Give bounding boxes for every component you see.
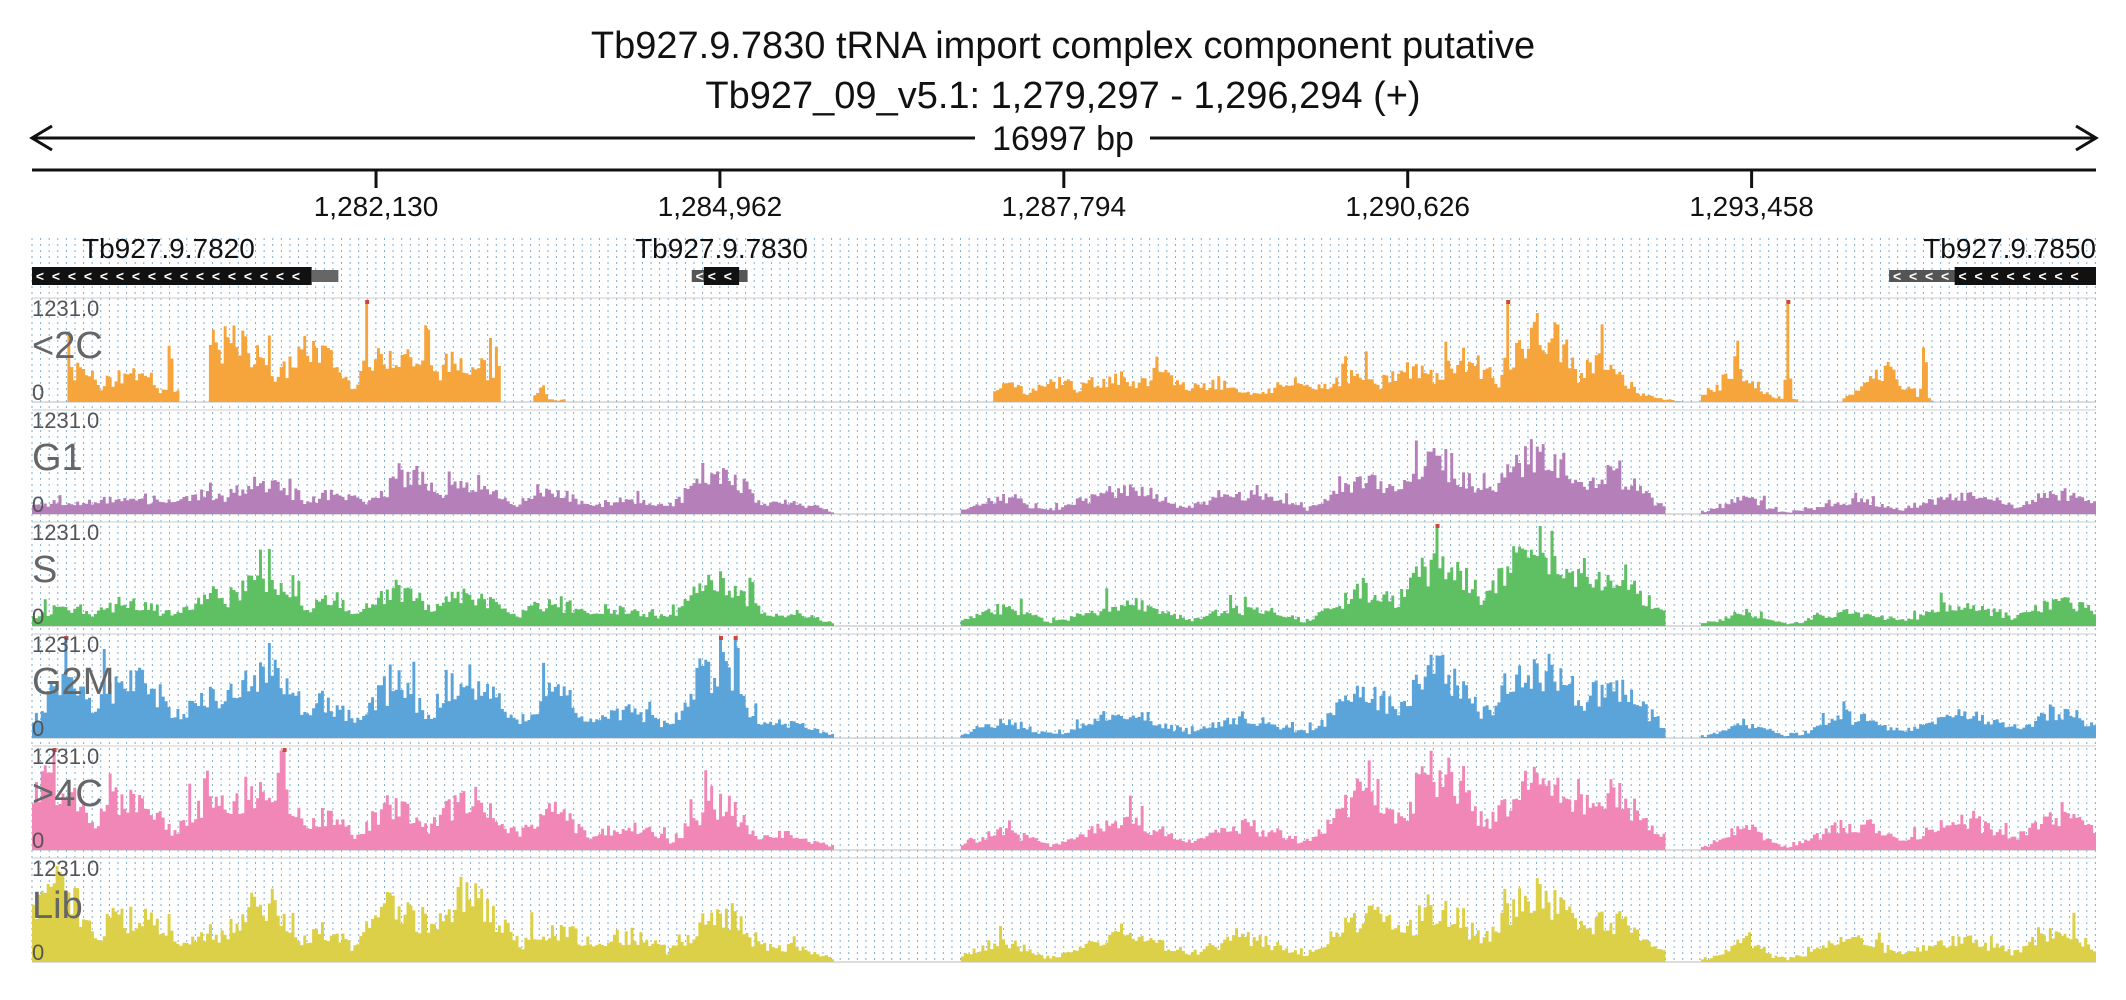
strand-chevron: < (116, 268, 124, 284)
track-name: G2M (32, 661, 114, 703)
clip-marker (282, 748, 287, 752)
strand-chevron: < (212, 268, 220, 284)
coverage-area (32, 748, 2096, 850)
coverage-track-1: 1231.0 0 G1 (32, 408, 2096, 517)
track-max-label: 1231.0 (32, 632, 99, 657)
coverage-track-2: 1231.0 0 S (32, 520, 2096, 629)
track-name: >4C (32, 773, 103, 815)
gene-utr (311, 270, 339, 282)
coverage-tracks: 1231.00<2C1231.00G11231.00S1231.00G2M123… (32, 296, 2096, 965)
gene-feature: <<<<<Tb927.9.7830 (635, 233, 808, 285)
strand-chevron: < (68, 268, 76, 284)
track-min-label: 0 (32, 828, 44, 853)
track-min-label: 0 (32, 492, 44, 517)
strand-chevron: < (2039, 268, 2047, 284)
clip-marker (719, 636, 723, 640)
track-name: S (32, 549, 57, 591)
strand-chevron: < (148, 268, 156, 284)
strand-chevron: < (2055, 268, 2063, 284)
span-arrow (29, 124, 2099, 152)
clip-marker (64, 636, 69, 640)
gene-feature: < < < < < < < < < < < < < < < < < Tb927.9.7820 (32, 233, 339, 285)
strand-chevron: < (244, 268, 252, 284)
coverage-track-5: 1231.0 0 Lib (32, 856, 2096, 965)
coverage-track-3: 1231.0 0 G2M (32, 632, 2096, 741)
strand-chevron: < (2023, 268, 2031, 284)
strand-chevron: < (196, 268, 204, 284)
strand-chevron: < (164, 268, 172, 284)
gene-body (1954, 267, 2096, 285)
axis-tick-label: 1,282,130 (314, 191, 439, 222)
strand-chevron: < (708, 268, 716, 284)
axis-tick-label: 1,287,794 (1002, 191, 1127, 222)
track-min-label: 0 (32, 380, 44, 405)
strand-chevron: < (2071, 268, 2079, 284)
strand-chevron: < (1991, 268, 1999, 284)
track-max-label: 1231.0 (32, 520, 99, 545)
strand-chevron: < (52, 268, 60, 284)
axis-tick-label: 1,290,626 (1345, 191, 1470, 222)
coverage-area (32, 524, 2096, 626)
strand-chevron: < (228, 268, 236, 284)
clip-marker (733, 636, 738, 640)
clip-marker (1786, 300, 1791, 304)
track-name: <2C (32, 325, 103, 367)
coverage-area (32, 636, 2096, 738)
strand-chevron: < (132, 268, 140, 284)
strand-chevron: < (100, 268, 108, 284)
coverage-track-4: 1231.0 0 >4C (32, 744, 2096, 853)
coordinate-axis: 1,282,130 1,284,962 1,287,794 1,290,626 1,29… (32, 168, 2096, 222)
track-name: G1 (32, 437, 83, 479)
strand-chevron: < (1975, 268, 1983, 284)
strand-chevron: < (1909, 268, 1917, 284)
span-label: 16997 bp (992, 120, 1134, 158)
coverage-track-0: 1231.0 0 <2C (32, 296, 2096, 405)
track-max-label: 1231.0 (32, 856, 99, 881)
strand-chevron: < (84, 268, 92, 284)
clip-marker (1506, 300, 1511, 304)
chart-subtitle: Tb927_09_v5.1: 1,279,297 - 1,296,294 (+) (705, 75, 1420, 117)
track-max-label: 1231.0 (32, 744, 99, 769)
span-arrowhead-right (2075, 124, 2099, 152)
clip-marker (365, 300, 370, 304)
gene-track: < < < < < < < < < < < < < < < < < Tb927.9.7820 < < < < < Tb927.… (32, 233, 2096, 285)
chart-title: Tb927.9.7830 tRNA import complex compone… (591, 25, 1535, 67)
strand-chevron: < (260, 268, 268, 284)
track-min-label: 0 (32, 940, 44, 965)
track-max-label: 1231.0 (32, 408, 99, 433)
strand-chevron: < (36, 268, 44, 284)
strand-chevron: < (292, 268, 300, 284)
track-name: Lib (32, 885, 83, 927)
strand-chevron: < (724, 268, 732, 284)
clip-marker (52, 748, 57, 752)
span-arrowhead-left (29, 124, 53, 152)
strand-chevron: < (1893, 268, 1901, 284)
strand-chevron: < (1941, 268, 1949, 284)
gene-label: Tb927.9.7830 (635, 233, 808, 264)
strand-chevron: < (2007, 268, 2015, 284)
strand-chevron: < (276, 268, 284, 284)
axis-tick-label: 1,293,458 (1689, 191, 1814, 222)
strand-chevron: < (180, 268, 188, 284)
coverage-area (32, 439, 2096, 514)
gene-label: Tb927.9.7820 (82, 233, 255, 264)
clip-marker (1435, 524, 1440, 528)
axis-tick-label: 1,284,962 (658, 191, 783, 222)
gene-body (32, 267, 312, 285)
coverage-area (32, 300, 2096, 402)
strand-chevron: < (1959, 268, 1967, 284)
track-min-label: 0 (32, 716, 44, 741)
strand-chevron: < (696, 268, 704, 284)
track-max-label: 1231.0 (32, 296, 99, 321)
gene-label: Tb927.9.7850 (1923, 233, 2096, 264)
track-min-label: 0 (32, 604, 44, 629)
strand-chevron: < (1925, 268, 1933, 284)
grid-lines (31, 238, 2096, 962)
coverage-area (32, 866, 2096, 962)
gene-feature: <<<<<<<<<<<<<<<<<<<<<Tb927.9.7850 (1889, 233, 2096, 285)
gene-body (703, 267, 740, 285)
